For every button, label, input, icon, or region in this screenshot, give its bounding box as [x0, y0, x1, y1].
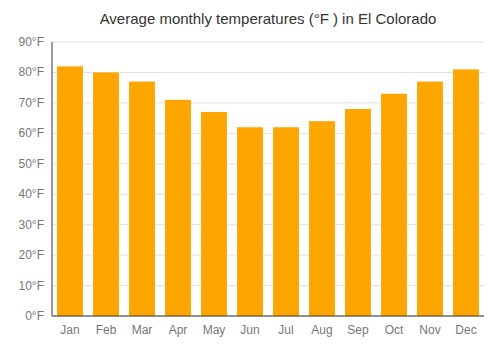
x-axis: Jan Feb Mar Apr May Jun Jul Aug Sep Oct Nov Dec: [60, 323, 476, 337]
x-tick-label: May: [203, 323, 226, 337]
x-tick-label: Oct: [385, 323, 404, 337]
bar: [273, 127, 299, 316]
bar: [165, 100, 191, 316]
x-tick-label: Feb: [96, 323, 117, 337]
bar: [237, 127, 263, 316]
chart: Average monthly temperatures (°F ) in El…: [0, 0, 500, 350]
x-tick-label: Mar: [132, 323, 153, 337]
grid: [52, 42, 484, 316]
bar: [309, 121, 335, 316]
x-tick-label: Apr: [169, 323, 188, 337]
bars: [57, 66, 479, 316]
x-axis-line: [52, 316, 484, 317]
y-tick-label: 10°F: [19, 279, 44, 293]
y-tick-label: 60°F: [19, 126, 44, 140]
bar: [93, 72, 119, 316]
bar: [417, 82, 443, 316]
y-tick-label: 90°F: [19, 35, 44, 49]
grid-line: [52, 42, 484, 43]
bar: [57, 66, 83, 316]
x-tick-label: Jun: [240, 323, 259, 337]
y-tick-label: 20°F: [19, 248, 44, 262]
bar: [129, 82, 155, 316]
x-tick-label: Dec: [455, 323, 476, 337]
y-tick-label: 80°F: [19, 65, 44, 79]
y-tick-label: 50°F: [19, 157, 44, 171]
grid-line: [52, 316, 484, 317]
y-axis: 0°F 10°F 20°F 30°F 40°F 50°F 60°F 70°F 80°F 90°F: [19, 35, 44, 323]
y-tick-label: 40°F: [19, 187, 44, 201]
bar: [201, 112, 227, 316]
y-tick-label: 0°F: [25, 309, 44, 323]
bar: [381, 94, 407, 316]
y-tick-label: 70°F: [19, 96, 44, 110]
x-tick-label: Aug: [311, 323, 332, 337]
title: Average monthly temperatures (°F ) in El…: [100, 10, 437, 27]
x-tick-label: Sep: [347, 323, 369, 337]
x-tick-label: Jul: [278, 323, 293, 337]
chart-container: Average monthly temperatures (°F ) in El…: [0, 0, 500, 350]
y-tick-label: 30°F: [19, 218, 44, 232]
bar: [345, 109, 371, 316]
x-tick-label: Nov: [419, 323, 440, 337]
bar: [453, 69, 479, 316]
x-tick-label: Jan: [60, 323, 79, 337]
y-axis-line: [52, 42, 53, 316]
